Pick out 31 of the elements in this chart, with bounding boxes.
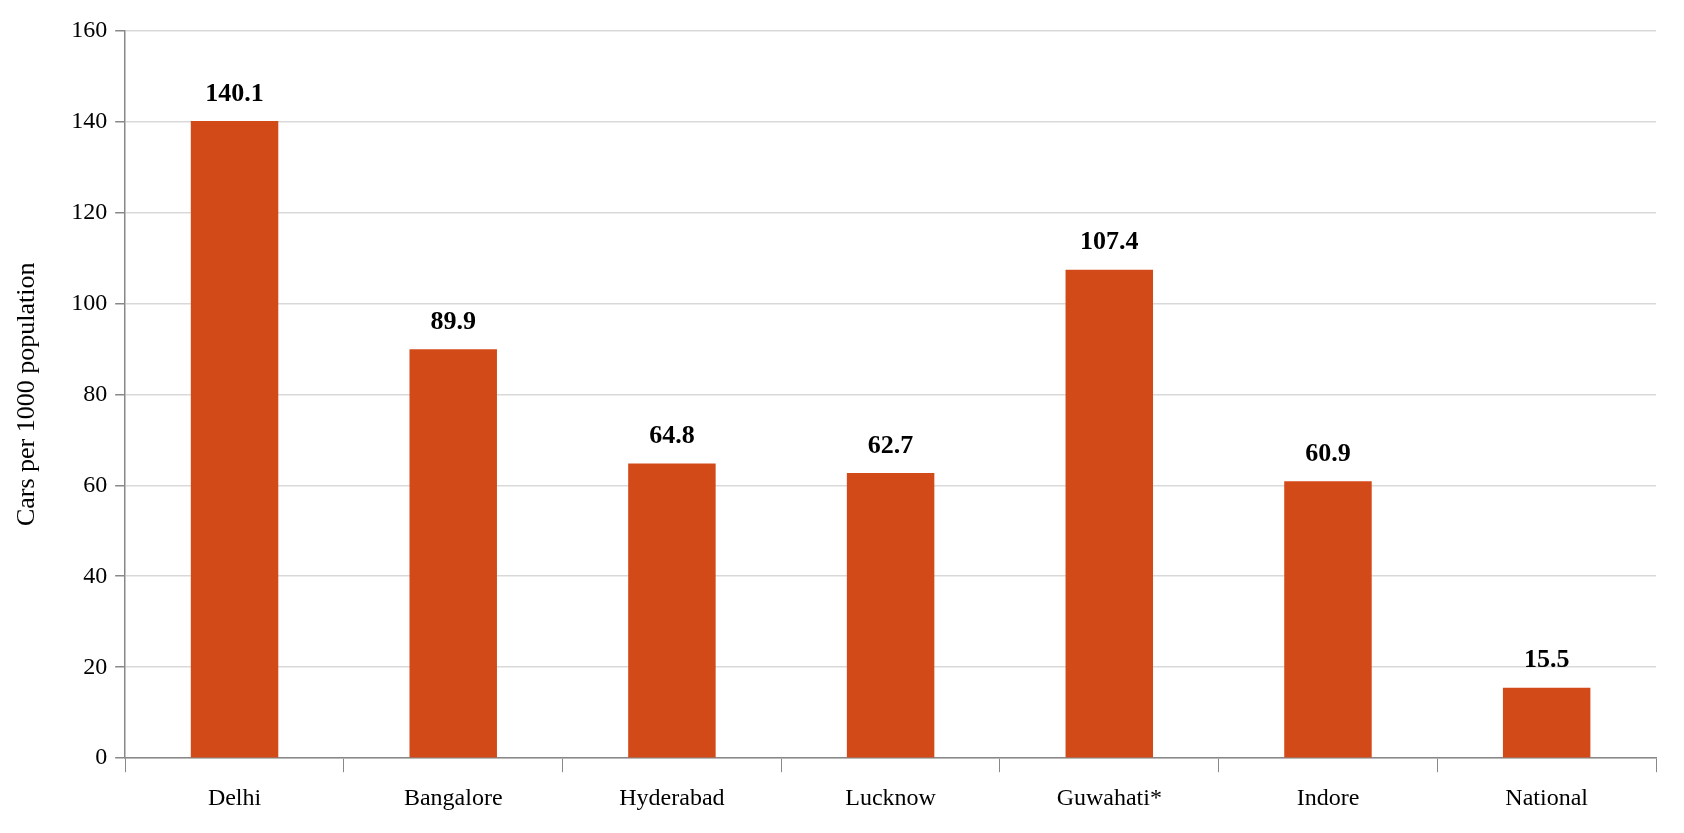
y-tick-label: 100	[71, 288, 108, 315]
y-tick-label: 160	[71, 15, 108, 42]
bar	[409, 349, 497, 758]
y-tick-label: 120	[71, 197, 108, 224]
x-tick-label: Hyderabad	[619, 783, 725, 810]
data-label: 89.9	[430, 305, 476, 335]
y-tick-label: 20	[83, 652, 108, 679]
x-tick-label: National	[1505, 783, 1589, 810]
data-label: 15.5	[1523, 644, 1570, 674]
x-tick-label: Guwahati*	[1056, 783, 1162, 810]
bar	[628, 463, 716, 758]
bar	[190, 120, 279, 758]
bar	[1502, 687, 1591, 758]
x-tick-label: Indore	[1296, 783, 1360, 810]
data-label: 60.9	[1305, 437, 1351, 467]
data-label: 64.8	[649, 420, 695, 450]
y-tick-label: 0	[95, 743, 108, 770]
y-tick-label: 60	[83, 470, 108, 497]
x-tick-label: Lucknow	[845, 783, 937, 810]
x-tick-label: Bangalore	[403, 783, 503, 810]
bar	[1284, 481, 1372, 758]
y-axis-title: Cars per 1000 population	[11, 262, 41, 527]
x-tick-label: Delhi	[207, 783, 262, 810]
y-tick-label: 140	[71, 106, 108, 133]
data-label: 140.1	[205, 77, 264, 107]
bar	[846, 472, 935, 758]
data-label: 107.4	[1080, 226, 1139, 256]
data-label: 62.7	[867, 429, 914, 459]
bar	[1065, 269, 1154, 758]
y-tick-label: 80	[83, 379, 108, 406]
y-tick-label: 40	[83, 561, 108, 588]
